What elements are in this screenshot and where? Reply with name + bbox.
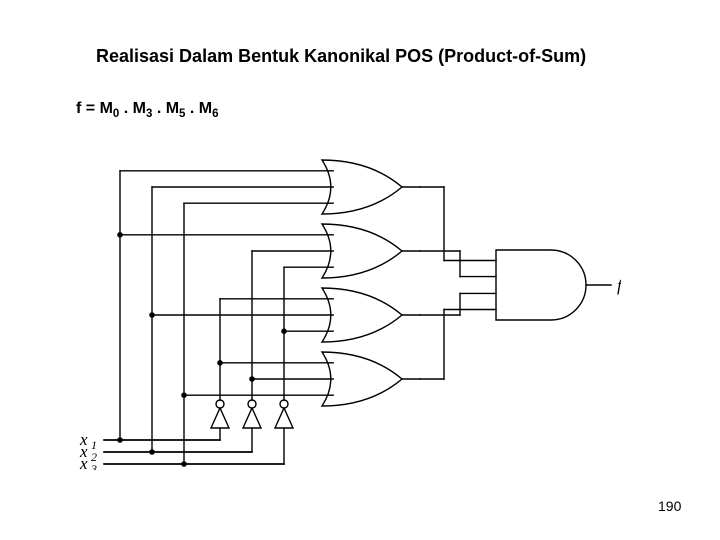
- page-title: Realisasi Dalam Bentuk Kanonikal POS (Pr…: [96, 46, 586, 67]
- logic-diagram: x1x2x3f: [76, 140, 621, 470]
- or-gate: [322, 288, 402, 342]
- not-gate: [275, 400, 293, 428]
- input-label: x: [79, 454, 88, 470]
- formula-sub-3: 6: [212, 108, 218, 120]
- and-gate: [496, 250, 586, 320]
- output-label: f: [617, 276, 621, 295]
- formula-part-3: . M: [185, 100, 212, 117]
- formula-part-2: . M: [152, 100, 179, 117]
- formula-part-1: . M: [119, 100, 146, 117]
- formula-part-0: f = M: [76, 100, 113, 117]
- or-gate: [322, 160, 402, 214]
- or-gate: [322, 352, 402, 406]
- page-number: 190: [658, 498, 681, 514]
- input-label-sub: 3: [90, 462, 97, 470]
- not-gate: [211, 400, 229, 428]
- or-gate: [322, 224, 402, 278]
- not-gate: [243, 400, 261, 428]
- formula-text: f = M0 . M3 . M5 . M6: [76, 100, 219, 118]
